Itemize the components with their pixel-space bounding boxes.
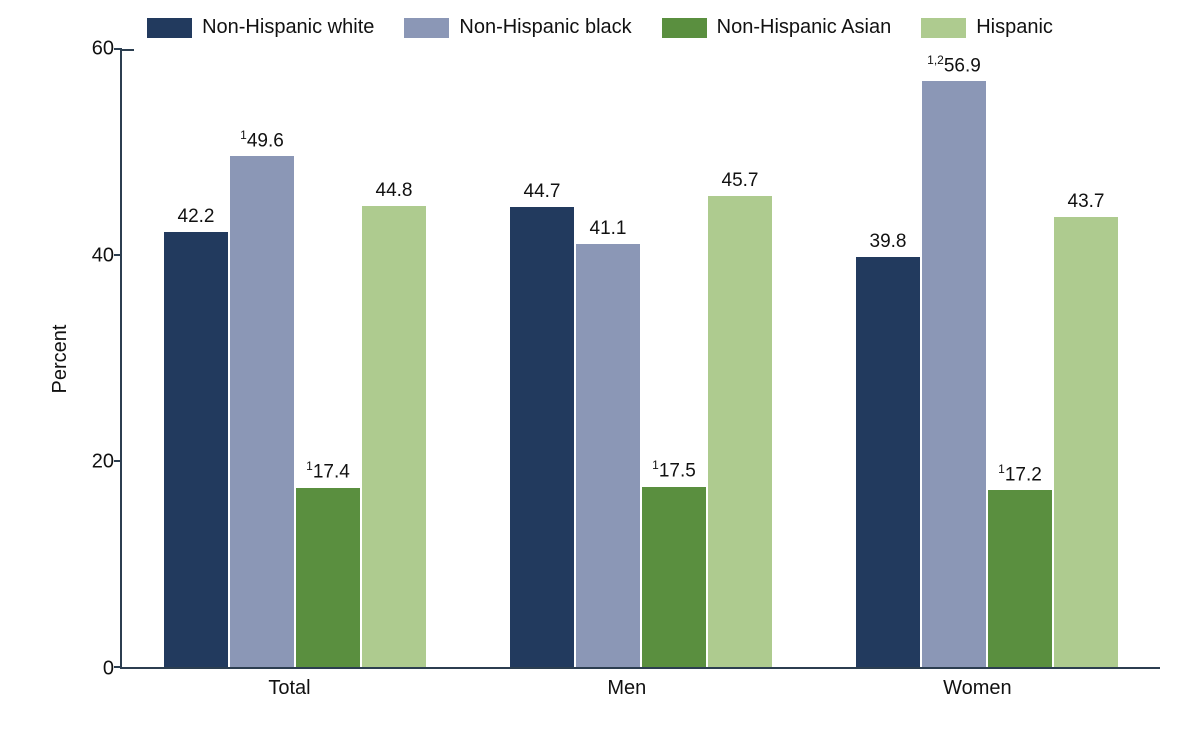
bar-value-text: 44.7	[524, 181, 561, 202]
bar: 1,256.9	[922, 81, 986, 667]
y-tick-mark	[114, 48, 122, 50]
y-tick-label: 0	[103, 658, 114, 681]
bar: 44.8	[362, 206, 426, 667]
x-labels-row: Total Men Women	[120, 669, 1160, 700]
footnote-marker: 1,2	[927, 53, 944, 67]
bar-value-text: 56.9	[944, 55, 981, 76]
bar-value-label: 44.8	[376, 180, 413, 202]
y-tick-label: 60	[92, 38, 114, 61]
bar: 41.1	[576, 244, 640, 667]
legend-label: Hispanic	[976, 16, 1053, 39]
bar-value-label: 42.2	[178, 206, 215, 228]
bar-value-label: 117.5	[652, 458, 696, 482]
legend-label: Non-Hispanic white	[202, 16, 374, 39]
bar-value-label: 149.6	[240, 128, 284, 152]
bar-value-text: 42.2	[178, 206, 215, 227]
bar-value-label: 44.7	[524, 181, 561, 203]
chart-container: Non-Hispanic white Non-Hispanic black Non-…	[0, 0, 1200, 751]
x-tick-label: Men	[607, 669, 646, 700]
bar-value-label: 45.7	[722, 170, 759, 192]
bar-value-label: 39.8	[870, 231, 907, 253]
bar-value-text: 45.7	[722, 170, 759, 191]
bar: 117.5	[642, 487, 706, 667]
plot-row: Percent 0204060 42.2149.6117.444.844.741…	[40, 49, 1160, 669]
legend-label: Non-Hispanic black	[459, 16, 631, 39]
bar-value-text: 17.2	[1005, 464, 1042, 485]
bar-value-text: 39.8	[870, 231, 907, 252]
legend-item: Hispanic	[921, 16, 1053, 39]
bar-value-label: 117.4	[306, 459, 350, 483]
bar-value-text: 49.6	[247, 130, 284, 151]
bar-group: 42.2149.6117.444.8	[164, 49, 426, 667]
plot-area: 42.2149.6117.444.844.741.1117.545.739.81…	[120, 49, 1160, 669]
bar-group: 39.81,256.9117.243.7	[856, 49, 1118, 667]
bar-value-label: 43.7	[1068, 191, 1105, 213]
legend-swatch	[147, 18, 192, 38]
bar: 43.7	[1054, 217, 1118, 667]
bar: 39.8	[856, 257, 920, 667]
legend-item: Non-Hispanic Asian	[662, 16, 892, 39]
y-axis-label-col: Percent	[40, 49, 70, 669]
y-axis-label: Percent	[49, 325, 72, 394]
legend-item: Non-Hispanic white	[147, 16, 374, 39]
bar: 117.2	[988, 490, 1052, 667]
footnote-marker: 1	[998, 462, 1005, 476]
bar-group: 44.741.1117.545.7	[510, 49, 772, 667]
bar-value-text: 17.4	[313, 462, 350, 483]
bar: 45.7	[708, 196, 772, 667]
bar: 44.7	[510, 207, 574, 667]
bar-value-text: 41.1	[590, 218, 627, 239]
y-ticks-col: 0204060	[70, 49, 120, 669]
legend-swatch	[662, 18, 707, 38]
y-tick-label: 40	[92, 244, 114, 267]
bar: 42.2	[164, 232, 228, 667]
y-tick-mark	[114, 666, 122, 668]
bar: 149.6	[230, 156, 294, 667]
x-tick-label: Women	[943, 669, 1012, 700]
bar-value-text: 17.5	[659, 461, 696, 482]
footnote-marker: 1	[240, 128, 247, 142]
x-tick-label: Total	[268, 669, 310, 700]
legend-label: Non-Hispanic Asian	[717, 16, 892, 39]
legend: Non-Hispanic white Non-Hispanic black Non-…	[40, 16, 1160, 39]
bar-value-text: 44.8	[376, 180, 413, 201]
legend-item: Non-Hispanic black	[404, 16, 631, 39]
y-tick-label: 20	[92, 451, 114, 474]
bar: 117.4	[296, 488, 360, 667]
legend-swatch	[404, 18, 449, 38]
bar-value-label: 41.1	[590, 218, 627, 240]
y-tick-mark	[114, 460, 122, 462]
bar-value-label: 117.2	[998, 462, 1042, 486]
footnote-marker: 1	[652, 458, 659, 472]
bar-groups: 42.2149.6117.444.844.741.1117.545.739.81…	[122, 49, 1160, 667]
footnote-marker: 1	[306, 459, 313, 473]
bar-value-text: 43.7	[1068, 191, 1105, 212]
bar-value-label: 1,256.9	[927, 53, 981, 77]
legend-swatch	[921, 18, 966, 38]
y-tick-mark	[114, 254, 122, 256]
